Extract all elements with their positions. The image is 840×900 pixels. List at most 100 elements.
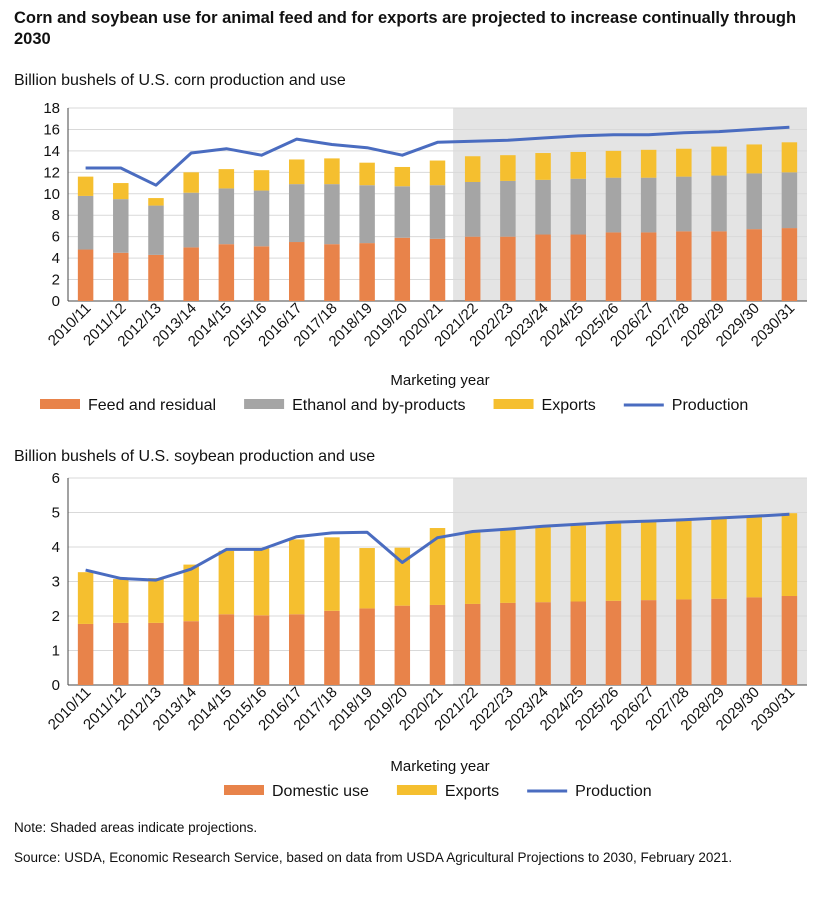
- corn-legend-swatch-ethanol-and-by-products: [244, 399, 285, 409]
- corn-bar-ethanol-and-by-products-2014-15: [218, 188, 235, 245]
- soybean-bar-domestic-use-2018-19: [359, 608, 375, 685]
- soybean-y-tick-label: 6: [52, 470, 60, 487]
- soybean-bar-domestic-use-2023-24: [535, 602, 551, 685]
- soybean-bar-domestic-use-2010-11: [77, 623, 94, 685]
- corn-bar-feed-and-residual-2030-31: [781, 228, 798, 301]
- soybean-bar-exports-2010-11: [77, 572, 94, 624]
- corn-bar-exports-2019-20: [394, 166, 411, 187]
- corn-bar-exports-2010-11: [77, 176, 94, 196]
- corn-bar-feed-and-residual-2020-21: [429, 238, 446, 301]
- corn-y-tick-label: 10: [43, 186, 60, 203]
- soybean-bar-exports-2014-15: [218, 550, 235, 615]
- corn-y-tick-label: 2: [52, 272, 60, 289]
- corn-bar-exports-2012-13: [148, 198, 164, 206]
- soybean-bar-domestic-use-2015-16: [253, 615, 270, 685]
- corn-legend-label-feed-and-residual: Feed and residual: [88, 397, 216, 414]
- corn-bar-ethanol-and-by-products-2013-14: [183, 192, 199, 248]
- corn-chart: 0246810121416182010/112011/122012/132013…: [40, 100, 807, 414]
- soybean-bar-domestic-use-2019-20: [394, 605, 411, 685]
- corn-bar-ethanol-and-by-products-2024-25: [570, 178, 587, 235]
- soybean-bar-exports-2019-20: [394, 547, 411, 606]
- corn-bar-exports-2023-24: [535, 153, 551, 180]
- soybean-bar-exports-2030-31: [781, 513, 798, 596]
- corn-bar-ethanol-and-by-products-2018-19: [359, 185, 375, 244]
- soybean-y-tick-label: 5: [52, 505, 60, 522]
- corn-bar-ethanol-and-by-products-2017-18: [324, 184, 340, 245]
- soybean-bar-exports-2029-30: [746, 516, 762, 598]
- soybean-legend-swatch-domestic-use: [224, 785, 264, 795]
- corn-y-tick-label: 4: [52, 250, 60, 267]
- soybean-bar-domestic-use-2029-30: [746, 597, 762, 685]
- corn-bar-feed-and-residual-2011-12: [113, 252, 129, 301]
- corn-bar-ethanol-and-by-products-2028-29: [711, 175, 727, 232]
- soybean-bar-exports-2022-23: [500, 528, 516, 603]
- corn-bar-exports-2028-29: [711, 146, 727, 176]
- soybean-bar-exports-2028-29: [711, 518, 727, 599]
- corn-bar-feed-and-residual-2026-27: [640, 232, 657, 301]
- soybean-bar-exports-2016-17: [288, 539, 305, 615]
- corn-bar-exports-2025-26: [605, 150, 622, 178]
- soybean-chart-subtitle: Billion bushels of U.S. soybean producti…: [14, 448, 376, 465]
- soybean-bar-domestic-use-2030-31: [781, 595, 798, 685]
- soybean-bar-exports-2020-21: [429, 528, 446, 605]
- soybean-bar-exports-2015-16: [253, 548, 270, 616]
- soybean-bar-domestic-use-2011-12: [113, 622, 129, 685]
- corn-bar-feed-and-residual-2029-30: [746, 229, 762, 301]
- corn-bar-ethanol-and-by-products-2010-11: [77, 195, 94, 250]
- soybean-bar-domestic-use-2020-21: [429, 604, 446, 685]
- corn-bar-feed-and-residual-2010-11: [77, 249, 94, 301]
- corn-bar-exports-2017-18: [324, 158, 340, 185]
- corn-bar-feed-and-residual-2019-20: [394, 237, 411, 301]
- soybean-legend-label-production: Production: [575, 783, 652, 800]
- corn-bar-exports-2015-16: [253, 170, 270, 191]
- soybean-bar-domestic-use-2027-28: [676, 599, 692, 685]
- corn-legend-swatch-exports: [493, 399, 534, 409]
- corn-bar-exports-2016-17: [288, 159, 305, 185]
- corn-bar-ethanol-and-by-products-2030-31: [781, 172, 798, 229]
- soybean-chart-panel: Billion bushels of U.S. soybean producti…: [0, 448, 840, 810]
- corn-bar-feed-and-residual-2023-24: [535, 234, 551, 301]
- soybean-bar-domestic-use-2016-17: [288, 614, 305, 685]
- soybean-bar-exports-2026-27: [640, 521, 657, 601]
- soybean-bar-exports-2012-13: [148, 578, 164, 623]
- corn-legend-swatch-feed-and-residual: [40, 399, 80, 409]
- corn-bar-ethanol-and-by-products-2023-24: [535, 179, 551, 235]
- corn-bar-exports-2022-23: [500, 155, 516, 181]
- corn-chart-subtitle: Billion bushels of U.S. corn production …: [14, 72, 346, 89]
- corn-y-tick-label: 0: [52, 293, 60, 310]
- corn-y-tick-label: 14: [43, 143, 60, 160]
- corn-bar-exports-2030-31: [781, 142, 798, 173]
- corn-bar-ethanol-and-by-products-2029-30: [746, 173, 762, 230]
- corn-bar-ethanol-and-by-products-2019-20: [394, 186, 411, 238]
- soybean-bar-exports-2017-18: [324, 537, 340, 611]
- soybean-y-tick-label: 4: [52, 539, 60, 556]
- corn-bar-feed-and-residual-2022-23: [500, 236, 516, 301]
- corn-bar-exports-2021-22: [464, 156, 481, 182]
- soybean-bar-exports-2027-28: [676, 520, 692, 600]
- corn-bar-ethanol-and-by-products-2021-22: [464, 181, 481, 237]
- corn-bar-exports-2013-14: [183, 172, 199, 193]
- corn-bar-feed-and-residual-2015-16: [253, 246, 270, 301]
- chart-title: Corn and soybean use for animal feed and…: [14, 9, 797, 48]
- soybean-bar-domestic-use-2028-29: [711, 598, 727, 685]
- corn-bar-ethanol-and-by-products-2016-17: [288, 184, 305, 243]
- corn-y-tick-label: 16: [43, 121, 60, 138]
- soybean-bar-domestic-use-2012-13: [148, 622, 164, 685]
- corn-bar-feed-and-residual-2025-26: [605, 232, 622, 301]
- corn-bar-ethanol-and-by-products-2012-13: [148, 205, 164, 255]
- corn-x-axis-title: Marketing year: [390, 372, 489, 389]
- soybean-bar-domestic-use-2021-22: [464, 603, 481, 685]
- corn-bar-ethanol-and-by-products-2020-21: [429, 185, 446, 239]
- soybean-legend-label-domestic-use: Domestic use: [272, 783, 369, 800]
- soybean-legend-label-exports: Exports: [445, 783, 499, 800]
- corn-bar-feed-and-residual-2012-13: [148, 254, 164, 301]
- soybean-bar-domestic-use-2013-14: [183, 621, 199, 685]
- corn-bar-exports-2011-12: [113, 183, 129, 200]
- corn-bar-ethanol-and-by-products-2026-27: [640, 177, 657, 233]
- corn-bar-exports-2026-27: [640, 149, 657, 178]
- corn-bar-exports-2014-15: [218, 169, 235, 189]
- corn-bar-exports-2029-30: [746, 144, 762, 174]
- corn-bar-exports-2018-19: [359, 162, 375, 186]
- corn-legend-label-exports: Exports: [542, 397, 596, 414]
- corn-production-line: [85, 125, 790, 187]
